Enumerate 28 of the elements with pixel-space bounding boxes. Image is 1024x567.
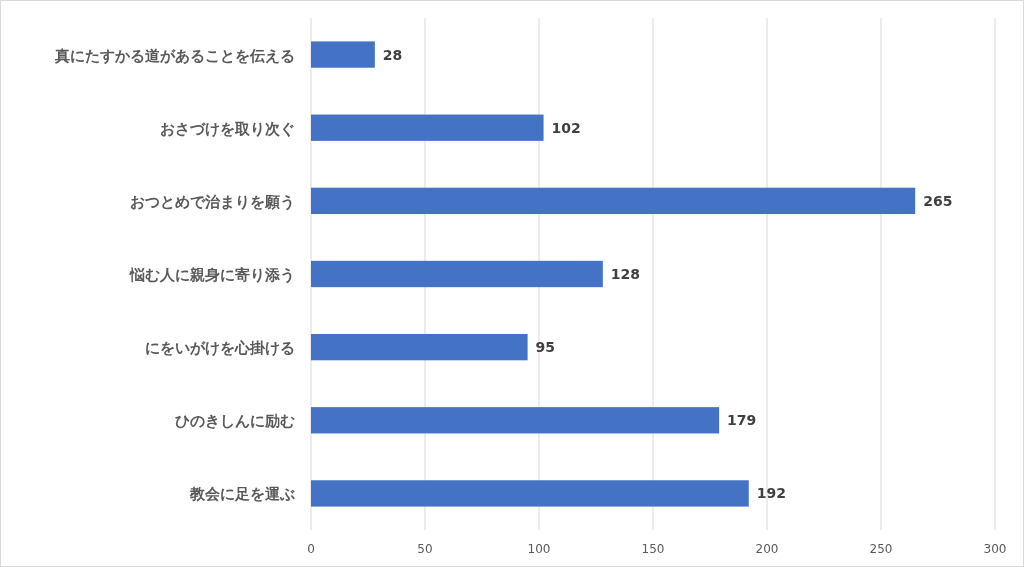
y-tick-label: ひのきしんに励む [175, 412, 295, 431]
data-label: 28 [382, 46, 403, 63]
bar [311, 41, 375, 68]
y-tick-label: 教会に足を運ぶ [189, 485, 295, 504]
x-tick-label: 100 [527, 542, 551, 556]
bar [311, 480, 749, 507]
bar [311, 333, 528, 361]
data-label: 265 [923, 192, 953, 209]
x-tick-label: 200 [755, 542, 779, 556]
bar [311, 260, 603, 288]
data-label: 192 [756, 485, 786, 502]
bar [311, 114, 544, 141]
x-tick-label: 50 [417, 542, 433, 556]
y-tick-label: にをいがけを心掛ける [145, 339, 295, 358]
x-tick-label: 0 [307, 542, 315, 556]
x-tick-label: 250 [869, 542, 893, 556]
y-tick-label: おつとめで治まりを願う [130, 192, 295, 211]
y-tick-label: 真にたすかる道があることを伝える [54, 46, 295, 65]
data-label: 179 [727, 412, 757, 429]
y-tick-label: 悩む人に親身に寄り添う [129, 266, 295, 284]
x-tick-label: 150 [641, 542, 665, 556]
data-label: 128 [610, 266, 641, 282]
y-tick-label: おさづけを取り次ぐ [160, 119, 295, 138]
data-label: 95 [535, 339, 556, 356]
bar [311, 407, 720, 434]
x-tick-label: 300 [983, 542, 1007, 556]
data-label: 102 [551, 119, 581, 136]
bar [311, 187, 916, 215]
